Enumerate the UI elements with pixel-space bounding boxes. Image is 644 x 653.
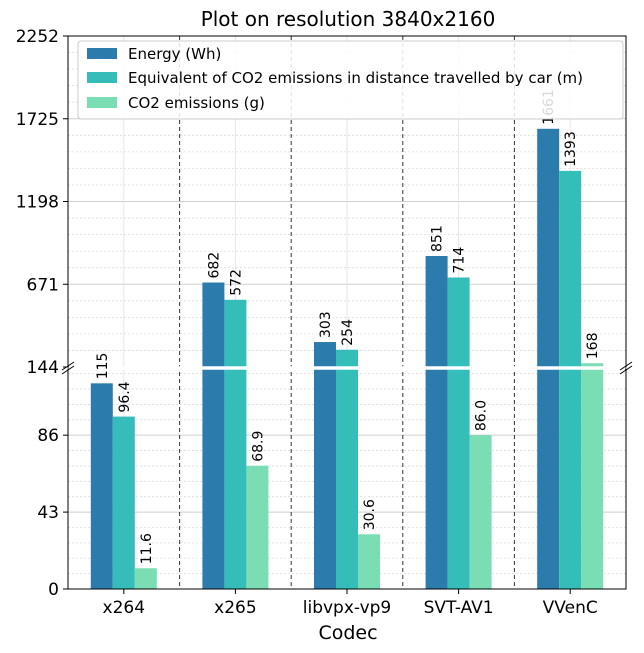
bar (559, 369, 582, 589)
bar (537, 128, 560, 367)
bar (202, 369, 225, 589)
x-tick-label: x265 (214, 598, 257, 618)
legend-frame (77, 40, 624, 120)
break-mark (61, 365, 75, 375)
bar (469, 435, 492, 589)
y-tick-label: 1198 (16, 193, 59, 213)
axis-break-gap (62, 367, 632, 369)
bar (537, 369, 560, 589)
bar (314, 342, 336, 367)
bar (202, 282, 225, 367)
bar (224, 299, 247, 367)
bar (314, 369, 336, 589)
break-mark (619, 365, 633, 375)
bar-value-label: 303 (318, 311, 334, 338)
bar-value-label: 254 (340, 319, 356, 346)
bar (425, 255, 448, 367)
x-axis-label: Codec (318, 622, 377, 644)
bar-value-label: 115 (95, 353, 111, 380)
legend: Energy (Wh) Equivalent of CO2 emissions … (77, 40, 624, 120)
bar (581, 369, 604, 589)
bar (336, 369, 358, 589)
y-tick-label: 0 (48, 580, 59, 600)
chart-title: Plot on resolution 3840x2160 (201, 7, 496, 31)
bar-value-label: 572 (228, 269, 244, 296)
x-tick-label: SVT-AV1 (424, 598, 494, 618)
legend-swatch-co2 (87, 97, 117, 108)
bar-value-label: 11.6 (139, 533, 155, 564)
bar (581, 363, 604, 367)
bar-value-label: 851 (430, 225, 446, 252)
break-mark (619, 361, 633, 371)
bar (134, 568, 157, 589)
bar-value-label: 168 (585, 332, 601, 359)
bar (358, 534, 380, 589)
break-mark (61, 361, 75, 371)
bar-value-label: 714 (452, 247, 468, 274)
bar (447, 369, 470, 589)
bar-value-label: 96.4 (117, 381, 133, 412)
x-tick-label: VVenC (543, 598, 598, 618)
legend-swatch-energy (87, 48, 117, 59)
legend-label-distance: Equivalent of CO2 emissions in distance … (128, 69, 583, 87)
x-tick-label: libvpx-vp9 (303, 598, 392, 618)
bar (112, 416, 135, 589)
bar-value-label: 30.6 (362, 499, 378, 530)
y-tick-label: 144 (27, 358, 59, 378)
bar-value-label: 68.9 (250, 431, 266, 462)
bar (425, 369, 448, 589)
axes: 144 671 1198 1725 2252 0 43 86 x264 x265 libvpx-vp… (16, 27, 633, 618)
x-tick-label: x264 (103, 598, 146, 618)
bar-value-label: 86.0 (474, 400, 490, 431)
y-tick-label: 671 (27, 275, 59, 295)
legend-swatch-distance (87, 72, 117, 83)
bar (336, 349, 358, 367)
y-tick-label: 43 (37, 503, 59, 523)
bar-value-label: 682 (206, 252, 222, 279)
y-tick-label: 1725 (16, 110, 59, 130)
bar (559, 170, 582, 367)
y-tick-label: 86 (37, 426, 59, 446)
y-tick-label: 2252 (16, 27, 59, 47)
bars (90, 128, 604, 589)
bar (246, 465, 269, 589)
legend-label-co2: CO2 emissions (g) (128, 94, 265, 112)
bar-value-label: 1393 (563, 131, 579, 167)
bar (447, 277, 470, 367)
bar (90, 383, 113, 589)
legend-label-energy: Energy (Wh) (128, 45, 221, 63)
bar (224, 369, 247, 589)
